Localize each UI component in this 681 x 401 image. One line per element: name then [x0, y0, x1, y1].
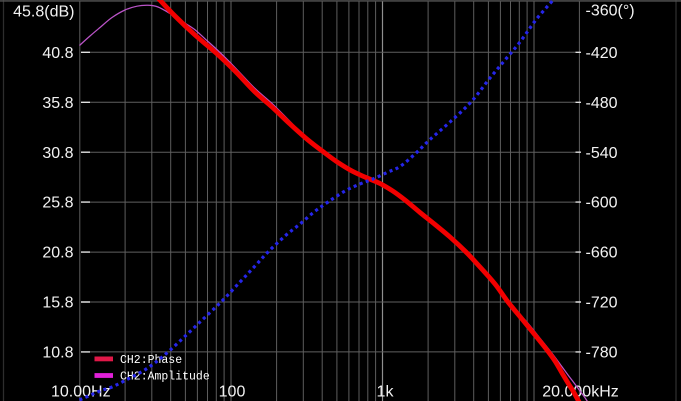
svg-text:40.8: 40.8 [42, 45, 73, 62]
svg-text:10.8: 10.8 [42, 345, 73, 362]
svg-text:CH2:Amplitude: CH2:Amplitude [120, 371, 210, 384]
svg-text:25.8: 25.8 [42, 195, 73, 212]
svg-text:-480: -480 [586, 95, 618, 112]
svg-text:35.8: 35.8 [42, 95, 73, 112]
svg-text:100: 100 [219, 384, 246, 401]
svg-text:-420: -420 [586, 45, 618, 62]
svg-text:20.8: 20.8 [42, 245, 73, 262]
svg-text:30.8: 30.8 [42, 145, 73, 162]
svg-text:1k: 1k [377, 384, 395, 401]
svg-text:-720: -720 [586, 295, 618, 312]
svg-text:10.00Hz: 10.00Hz [51, 384, 111, 401]
svg-text:-360(°): -360(°) [586, 3, 635, 20]
svg-text:-780: -780 [586, 345, 618, 362]
svg-text:-540: -540 [586, 145, 618, 162]
svg-text:-660: -660 [586, 245, 618, 262]
svg-text:-600: -600 [586, 195, 618, 212]
svg-text:45.8(dB): 45.8(dB) [13, 4, 74, 21]
svg-text:15.8: 15.8 [42, 295, 73, 312]
svg-text:CH2:Phase: CH2:Phase [120, 354, 182, 367]
